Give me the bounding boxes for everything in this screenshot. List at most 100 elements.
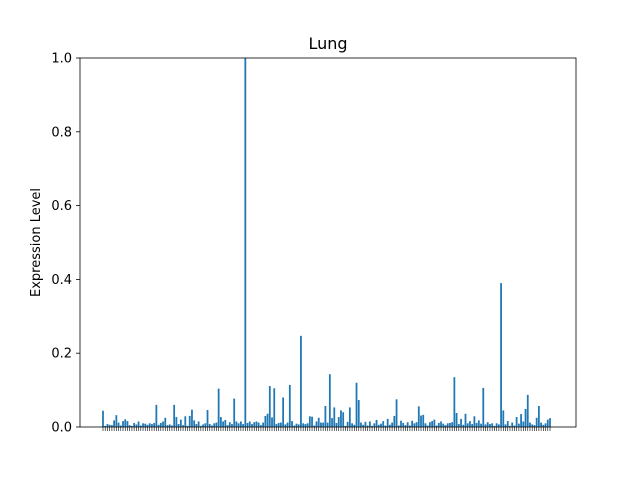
- bar: [166, 425, 169, 427]
- bar: [446, 423, 449, 427]
- bar: [139, 425, 142, 427]
- bar: [509, 425, 511, 427]
- bar: [480, 423, 482, 427]
- bar: [353, 424, 356, 427]
- bar: [213, 423, 216, 427]
- bar: [397, 425, 400, 427]
- bar: [444, 425, 447, 427]
- bar: [344, 425, 347, 427]
- bar: [489, 424, 491, 427]
- bar: [355, 382, 358, 427]
- bar: [453, 377, 456, 427]
- bar: [288, 384, 291, 427]
- bar: [304, 424, 307, 427]
- bar: [357, 400, 360, 427]
- bar: [515, 417, 518, 427]
- bar: [431, 421, 434, 427]
- bar: [435, 425, 438, 427]
- bar: [157, 424, 160, 427]
- bar: [168, 424, 171, 427]
- bar: [449, 422, 451, 427]
- bar: [513, 425, 516, 427]
- bar: [248, 421, 251, 427]
- bar: [504, 424, 507, 427]
- bar: [133, 422, 136, 427]
- bar: [297, 424, 300, 427]
- bar: [151, 424, 153, 427]
- bar: [106, 424, 109, 427]
- bar: [440, 421, 442, 427]
- bar: [217, 388, 220, 427]
- y-tick-label: 0.4: [51, 273, 72, 288]
- bar: [544, 423, 547, 427]
- bar: [233, 398, 236, 427]
- bar: [491, 423, 494, 427]
- bar: [368, 421, 371, 427]
- bar: [366, 425, 369, 427]
- bar: [117, 422, 120, 427]
- bar: [377, 424, 380, 427]
- bar: [246, 422, 249, 427]
- bar: [477, 420, 480, 427]
- bar: [291, 421, 293, 427]
- bar: [268, 386, 271, 427]
- bar: [402, 422, 405, 427]
- bar: [400, 420, 402, 427]
- bar: [529, 422, 531, 427]
- bar: [111, 425, 113, 427]
- bar: [219, 417, 222, 427]
- bar: [502, 410, 505, 427]
- bar: [437, 422, 440, 427]
- bar: [226, 425, 229, 427]
- bar: [540, 422, 542, 427]
- bar: [142, 423, 144, 427]
- bar: [264, 415, 267, 427]
- bar: [275, 424, 278, 427]
- bar: [282, 397, 285, 427]
- bar: [486, 422, 489, 427]
- bar: [455, 412, 458, 427]
- bar: [549, 418, 551, 427]
- bar: [155, 404, 158, 427]
- bar: [308, 416, 311, 427]
- bar: [239, 421, 242, 427]
- bar: [360, 422, 362, 427]
- bar: [409, 425, 411, 427]
- bar: [433, 419, 436, 427]
- bar: [186, 425, 189, 427]
- x-axis: [102, 427, 551, 431]
- bar: [388, 424, 391, 427]
- bar: [380, 423, 382, 427]
- bar: [242, 424, 244, 427]
- bar: [206, 410, 209, 427]
- bar: [371, 425, 373, 427]
- bar: [500, 283, 502, 427]
- bar: [384, 425, 387, 427]
- bar: [146, 424, 149, 427]
- bar: [335, 422, 338, 427]
- bar: [164, 417, 167, 427]
- bar: [173, 404, 176, 427]
- bar: [159, 422, 162, 427]
- bar: [137, 421, 140, 427]
- bar: [260, 425, 262, 427]
- bar: [128, 425, 131, 427]
- bar: [520, 414, 522, 427]
- bar: [191, 409, 193, 427]
- bar: [115, 415, 118, 427]
- bar: [322, 422, 325, 427]
- bar: [271, 417, 273, 427]
- bar: [462, 424, 465, 427]
- bar: [262, 422, 265, 427]
- bar: [535, 417, 538, 427]
- bar: [417, 406, 420, 427]
- bar: [188, 415, 191, 427]
- bar: [302, 423, 305, 427]
- bar: [422, 414, 425, 427]
- bar: [244, 58, 247, 427]
- bar: [457, 424, 460, 427]
- bar: [473, 416, 476, 427]
